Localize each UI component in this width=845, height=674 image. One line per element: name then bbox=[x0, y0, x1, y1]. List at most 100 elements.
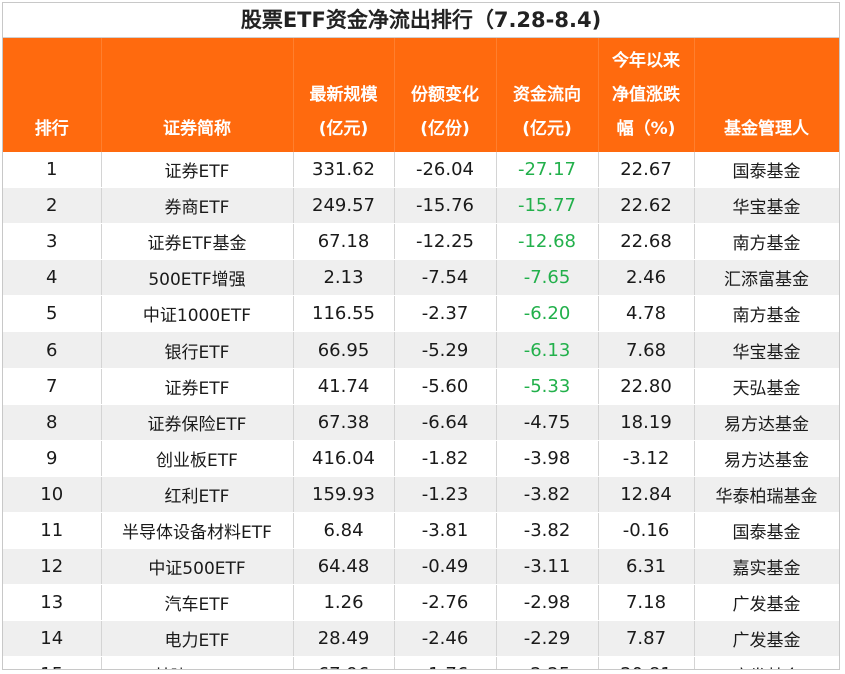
manager-cell: 嘉实基金 bbox=[694, 548, 839, 586]
share-change-cell: -5.60 bbox=[394, 368, 497, 405]
scale-cell: 64.48 bbox=[293, 548, 395, 586]
flow-cell: -6.20 bbox=[496, 295, 599, 333]
flow-cell: -2.29 bbox=[496, 620, 599, 658]
column-header-line: (亿元) bbox=[522, 119, 572, 139]
scale-cell: 249.57 bbox=[293, 187, 395, 225]
flow-cell: -12.68 bbox=[496, 223, 599, 261]
rank-cell: 11 bbox=[3, 512, 102, 550]
column-header-line: 最新规模 bbox=[309, 85, 378, 105]
flow-cell: -3.98 bbox=[496, 440, 599, 477]
rank-cell: 4 bbox=[3, 259, 102, 297]
share-change-cell: -5.29 bbox=[394, 331, 497, 369]
ytd-cell: 6.31 bbox=[598, 548, 695, 586]
manager-cell: 易方达基金 bbox=[694, 404, 839, 441]
scale-cell: 416.04 bbox=[293, 440, 395, 477]
name-cell: 券商ETF bbox=[101, 187, 294, 225]
scale-cell: 66.95 bbox=[293, 331, 395, 369]
table-row: 11 半导体设备材料ETF 6.84 -3.81 -3.82 -0.16 国泰基金 bbox=[3, 512, 839, 550]
manager-cell: 易方达基金 bbox=[694, 440, 839, 477]
ytd-cell: 22.62 bbox=[598, 187, 695, 225]
manager-cell: 华宝基金 bbox=[694, 331, 839, 369]
rank-cell: 2 bbox=[3, 187, 102, 225]
flow-cell: -7.65 bbox=[496, 259, 599, 297]
column-header-line: 今年以来 bbox=[612, 51, 680, 71]
ytd-cell: 7.68 bbox=[598, 331, 695, 369]
name-cell: 汽车ETF bbox=[101, 584, 294, 622]
scale-cell: 116.55 bbox=[293, 295, 395, 333]
share-change-cell: -2.37 bbox=[394, 295, 497, 333]
column-header-line: 份额变化 bbox=[411, 85, 479, 105]
name-cell: 500ETF增强 bbox=[101, 259, 294, 297]
flow-cell: -6.13 bbox=[496, 331, 599, 369]
share-change-cell: -2.46 bbox=[394, 620, 497, 658]
flow-cell: -3.82 bbox=[496, 512, 599, 550]
name-cell: 创业板ETF bbox=[101, 440, 294, 477]
rank-cell: 9 bbox=[3, 440, 102, 477]
table-row: 7 证券ETF 41.74 -5.60 -5.33 22.80 天弘基金 bbox=[3, 368, 839, 405]
ytd-cell: -3.12 bbox=[598, 440, 695, 477]
flow-cell: -2.98 bbox=[496, 584, 599, 622]
table-body: 1 证券ETF 331.62 -26.04 -27.17 22.67 国泰基金 2 券商ETF 2… bbox=[3, 152, 839, 669]
name-cell: 证券ETF基金 bbox=[101, 223, 294, 261]
column-header-line: 排行 bbox=[34, 119, 69, 139]
flow-cell: -2.25 bbox=[496, 656, 599, 669]
column-header-line: 基金管理人 bbox=[724, 119, 809, 139]
share-change-cell: -1.23 bbox=[394, 476, 497, 513]
rank-cell: 15 bbox=[3, 656, 102, 669]
scale-cell: 67.38 bbox=[293, 404, 395, 441]
column-header: 今年以来净值涨跌幅（%) bbox=[598, 38, 695, 152]
table-title: 股票ETF资金净流出排行（7.28-8.4) bbox=[3, 3, 839, 38]
share-change-cell: -15.76 bbox=[394, 187, 497, 225]
table-row: 10 红利ETF 159.93 -1.23 -3.82 12.84 华泰柏瑞基金 bbox=[3, 476, 839, 513]
ytd-cell: 22.80 bbox=[598, 368, 695, 405]
rank-cell: 1 bbox=[3, 152, 102, 189]
table-row: 5 中证1000ETF 116.55 -2.37 -6.20 4.78 南方基金 bbox=[3, 295, 839, 333]
share-change-cell: -0.49 bbox=[394, 548, 497, 586]
flow-cell: -4.75 bbox=[496, 404, 599, 441]
share-change-cell: -12.25 bbox=[394, 223, 497, 261]
column-header-line: 幅（%) bbox=[616, 119, 676, 139]
scale-cell: 67.18 bbox=[293, 223, 395, 261]
table-row: 4 500ETF增强 2.13 -7.54 -7.65 2.46 汇添富基金 bbox=[3, 259, 839, 297]
column-header-line: 净值涨跌 bbox=[612, 85, 680, 105]
flow-cell: -5.33 bbox=[496, 368, 599, 405]
table-row: 6 银行ETF 66.95 -5.29 -6.13 7.68 华宝基金 bbox=[3, 331, 839, 369]
column-header: 证券简称 bbox=[101, 38, 294, 152]
flow-cell: -27.17 bbox=[496, 152, 599, 189]
name-cell: 中证1000ETF bbox=[101, 295, 294, 333]
name-cell: 证券ETF bbox=[101, 152, 294, 189]
scale-cell: 28.49 bbox=[293, 620, 395, 658]
rank-cell: 5 bbox=[3, 295, 102, 333]
ytd-cell: -0.16 bbox=[598, 512, 695, 550]
table-row: 2 券商ETF 249.57 -15.76 -15.77 22.62 华宝基金 bbox=[3, 187, 839, 225]
ytd-cell: 20.81 bbox=[598, 656, 695, 669]
table-row: 12 中证500ETF 64.48 -0.49 -3.11 6.31 嘉实基金 bbox=[3, 548, 839, 586]
ytd-cell: 18.19 bbox=[598, 404, 695, 441]
column-header: 基金管理人 bbox=[694, 38, 839, 152]
column-header: 份额变化 (亿份) bbox=[394, 38, 497, 152]
ytd-cell: 7.87 bbox=[598, 620, 695, 658]
manager-cell: 南方基金 bbox=[694, 295, 839, 333]
manager-cell: 广发基金 bbox=[694, 620, 839, 658]
ytd-cell: 22.68 bbox=[598, 223, 695, 261]
rank-cell: 8 bbox=[3, 404, 102, 441]
column-header: 排行 bbox=[3, 38, 102, 152]
scale-cell: 1.26 bbox=[293, 584, 395, 622]
ytd-cell: 2.46 bbox=[598, 259, 695, 297]
table-row: 3 证券ETF基金 67.18 -12.25 -12.68 22.68 南方基金 bbox=[3, 223, 839, 261]
manager-cell: 汇添富基金 bbox=[694, 259, 839, 297]
manager-cell: 广发基金 bbox=[694, 656, 839, 669]
column-header-line: (亿份) bbox=[420, 119, 470, 139]
share-change-cell: -6.64 bbox=[394, 404, 497, 441]
rank-cell: 7 bbox=[3, 368, 102, 405]
scale-cell: 2.13 bbox=[293, 259, 395, 297]
table-row: 9 创业板ETF 416.04 -1.82 -3.98 -3.12 易方达基金 bbox=[3, 440, 839, 477]
rank-cell: 13 bbox=[3, 584, 102, 622]
ytd-cell: 22.67 bbox=[598, 152, 695, 189]
name-cell: 电力ETF bbox=[101, 620, 294, 658]
rank-cell: 6 bbox=[3, 331, 102, 369]
flow-cell: -3.11 bbox=[496, 548, 599, 586]
share-change-cell: -3.81 bbox=[394, 512, 497, 550]
ytd-cell: 12.84 bbox=[598, 476, 695, 513]
table-row: 15基建50ETF67.96-1.76-2.2520.81广发基金 bbox=[3, 656, 839, 669]
